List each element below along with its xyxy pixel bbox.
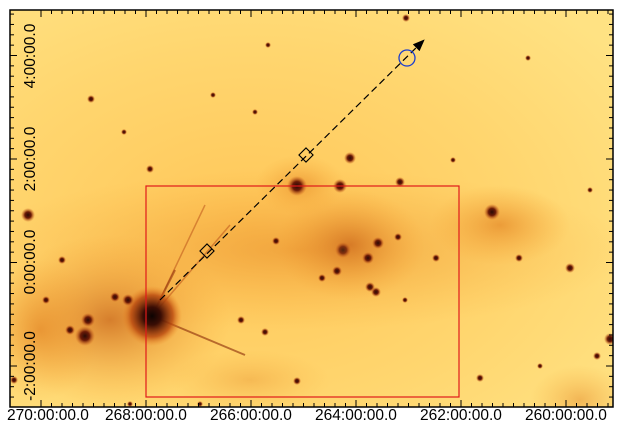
x-tick-label: 264:00:00.0 (315, 407, 397, 424)
y-tick-label: 2:00:00.0 (22, 126, 39, 191)
bright-source (122, 204, 246, 356)
x-axis: 270:00:00.0 268:00:00.0 266:00:00.0 264:… (7, 407, 607, 424)
diamond-marker (199, 243, 215, 259)
x-tick-label: 260:00:00.0 (525, 407, 607, 424)
survey-region-box (145, 185, 460, 398)
y-tick-label: -2:00:00.0 (22, 331, 39, 401)
target-circle (398, 49, 416, 67)
x-tick-label: 270:00:00.0 (7, 407, 89, 424)
axis-ticks (10, 10, 613, 407)
point-sources (10, 14, 613, 407)
plot-frame (9, 9, 614, 408)
x-tick-label: 268:00:00.0 (105, 407, 187, 424)
y-axis: -2:00:00.0 0:00:00.0 2:00:00.0 4:00:00.0 (22, 23, 39, 401)
y-tick-label: 4:00:00.0 (22, 23, 39, 88)
path-arrow (159, 39, 425, 301)
x-tick-label: 262:00:00.0 (420, 407, 502, 424)
x-tick-label: 266:00:00.0 (210, 407, 292, 424)
y-tick-label: 0:00:00.0 (22, 229, 39, 294)
diamond-marker (298, 147, 314, 163)
emission-image (10, 10, 613, 407)
